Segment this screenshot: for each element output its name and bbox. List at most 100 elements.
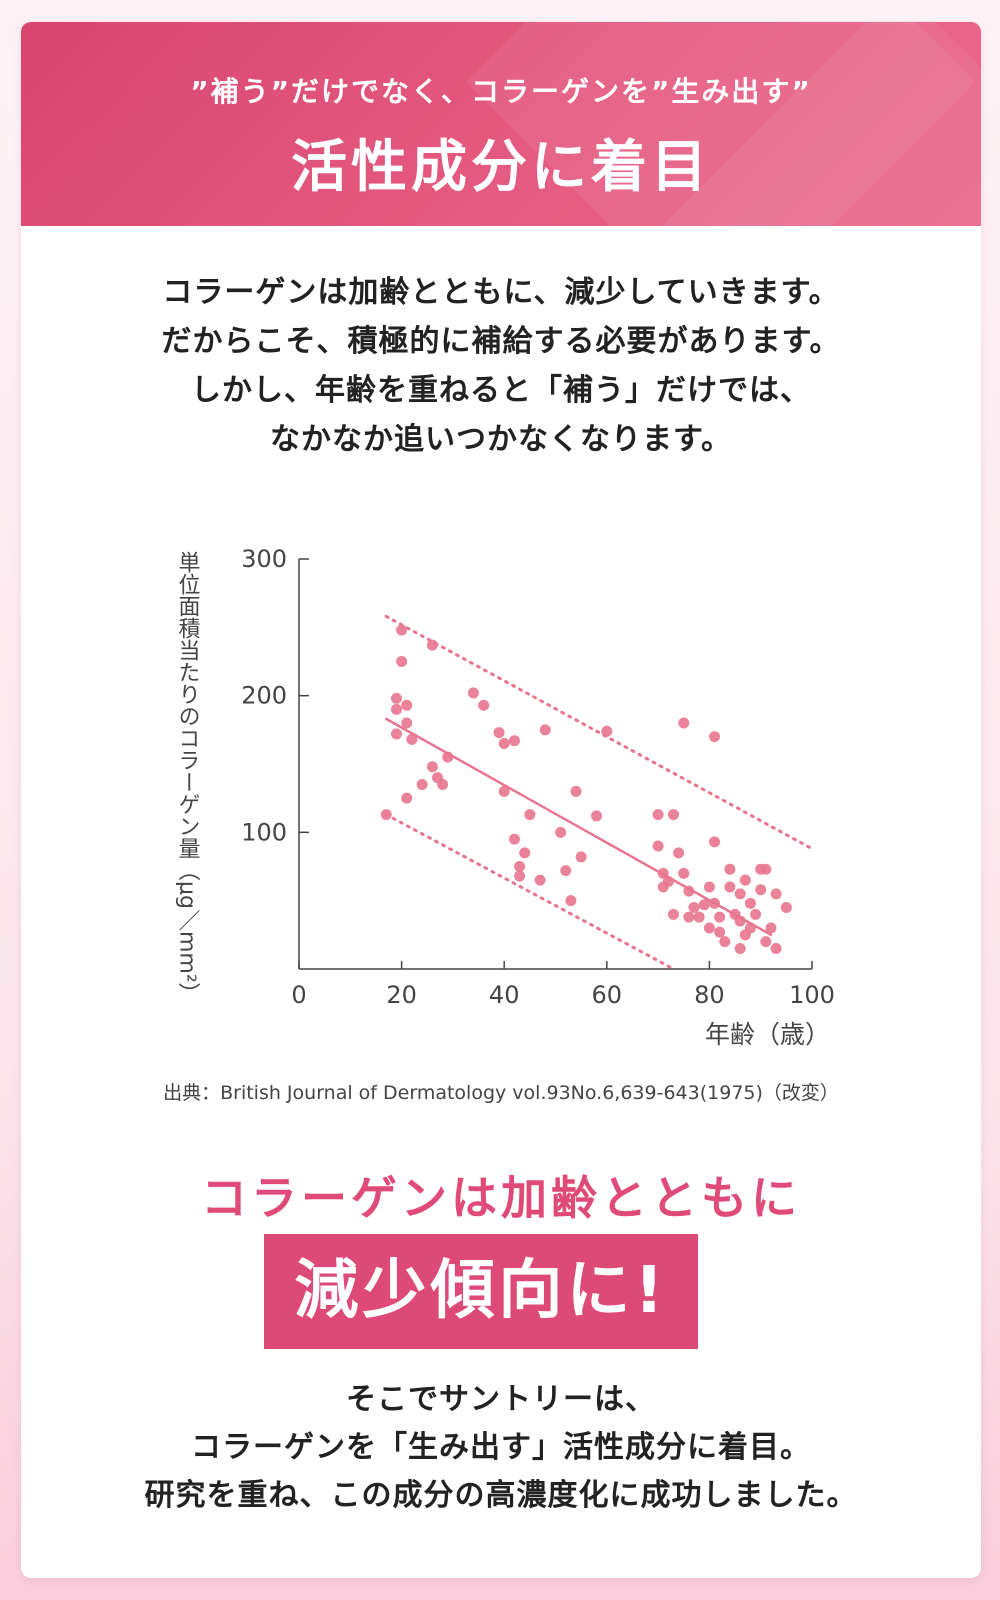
data-point xyxy=(601,725,613,737)
data-point xyxy=(770,943,782,954)
data-point xyxy=(693,911,705,923)
data-point xyxy=(401,792,413,804)
data-point xyxy=(396,656,408,667)
intro-line: なかなか追いつかなくなります。 xyxy=(270,422,732,457)
y-tick-label: 100 xyxy=(241,818,287,846)
data-point xyxy=(657,867,669,879)
content-card: ”補う”だけでなく、コラーゲンを”生み出す” 活性成分に着目 コラーゲンは加齢と… xyxy=(21,22,981,1578)
data-point xyxy=(709,897,721,909)
data-point xyxy=(678,867,690,879)
banner-subtitle: ”補う”だけでなく、コラーゲンを”生み出す” xyxy=(190,75,812,108)
data-point xyxy=(667,908,679,920)
data-point xyxy=(498,785,510,797)
data-point xyxy=(667,809,679,821)
data-point xyxy=(744,897,756,909)
data-point xyxy=(514,870,526,882)
data-point xyxy=(760,936,772,948)
intro-text: コラーゲンは加齢とともに、減少していきます。 だからこそ、積極的に補給する必要が… xyxy=(21,268,981,464)
data-point xyxy=(714,911,726,923)
data-point xyxy=(493,727,505,739)
data-point xyxy=(426,639,438,651)
y-tick-label: 300 xyxy=(241,545,287,573)
data-point xyxy=(524,809,536,821)
scatter-chart-svg: 0 20 40 60 80 100 100 200 300 年齢（歳） 単位面積当たりのコラーゲン量… xyxy=(175,545,835,1049)
x-tick-label: 0 xyxy=(291,981,306,1009)
data-point xyxy=(734,888,746,900)
data-point xyxy=(719,936,731,948)
x-axis-label: 年齢（歳） xyxy=(705,1020,830,1049)
data-point xyxy=(698,899,710,911)
data-point xyxy=(406,733,418,745)
chart-source: 出典：British Journal of Dermatology vol.93… xyxy=(163,1082,839,1104)
data-point xyxy=(652,809,664,821)
data-point xyxy=(703,881,715,893)
data-point xyxy=(426,761,438,773)
data-point xyxy=(683,911,695,923)
data-point xyxy=(734,915,746,927)
data-point xyxy=(683,885,695,897)
data-point xyxy=(437,779,449,790)
intro-line: だからこそ、積極的に補給する必要があります。 xyxy=(161,324,841,359)
y-axis-label: 単位面積当たりのコラーゲン量（μg／mm²） xyxy=(175,551,201,1005)
data-point xyxy=(534,874,546,886)
data-point xyxy=(755,884,767,896)
data-point xyxy=(709,836,721,848)
intro-line: コラーゲンは加齢とともに、減少していきます。 xyxy=(162,275,840,310)
data-point xyxy=(739,874,751,886)
data-point xyxy=(724,881,736,893)
data-point xyxy=(673,847,685,859)
data-point xyxy=(416,779,428,790)
headline: コラーゲンは加齢とともに xyxy=(201,1171,801,1225)
highlight-box: 減少傾向に! xyxy=(264,1234,698,1349)
collagen-age-chart: 0 20 40 60 80 100 100 200 300 年齢（歳） 単位面積当たりのコラーゲン量… xyxy=(21,532,981,1072)
data-point xyxy=(498,738,510,749)
data-point xyxy=(770,888,782,900)
data-point xyxy=(714,926,726,938)
data-point xyxy=(703,922,715,934)
x-tick-label: 20 xyxy=(386,981,417,1009)
banner-title: 活性成分に着目 xyxy=(291,135,711,200)
data-point xyxy=(401,699,413,711)
data-point xyxy=(760,863,772,875)
data-point xyxy=(765,922,777,934)
data-point xyxy=(390,692,402,704)
data-point xyxy=(514,861,526,872)
x-tick-label: 80 xyxy=(694,981,725,1009)
data-point xyxy=(560,865,572,877)
data-point xyxy=(709,731,721,743)
data-point xyxy=(570,785,582,797)
data-point xyxy=(467,687,479,699)
data-point xyxy=(662,876,674,888)
data-point xyxy=(396,624,408,636)
data-point xyxy=(591,810,603,822)
outro-text: そこでサントリーは、 コラーゲンを「生み出す」活性成分に着目。 研究を重ね、この… xyxy=(21,1376,981,1520)
data-point xyxy=(750,908,762,920)
data-point xyxy=(734,943,746,954)
outro-line: コラーゲンを「生み出す」活性成分に着目。 xyxy=(191,1430,811,1465)
x-tick-label: 60 xyxy=(592,981,623,1009)
data-point xyxy=(519,847,531,859)
data-point xyxy=(744,922,756,934)
data-point xyxy=(539,724,551,736)
outro-line: そこでサントリーは、 xyxy=(346,1382,656,1417)
y-tick-label: 200 xyxy=(241,682,287,710)
lower-bound-line xyxy=(384,813,675,971)
data-point xyxy=(688,902,700,913)
data-point xyxy=(508,735,520,747)
data-point xyxy=(724,863,736,875)
data-point xyxy=(780,902,792,913)
outro-line: 研究を重ね、この成分の高濃度化に成功しました。 xyxy=(144,1478,858,1513)
data-point xyxy=(442,751,454,763)
x-tick-label: 40 xyxy=(489,981,520,1009)
data-point xyxy=(390,703,402,715)
header-banner: ”補う”だけでなく、コラーゲンを”生み出す” 活性成分に着目 xyxy=(21,22,981,226)
data-point xyxy=(575,851,587,863)
data-point xyxy=(390,728,402,740)
data-point xyxy=(555,826,567,838)
data-point xyxy=(508,833,520,845)
data-point xyxy=(652,840,664,852)
data-point xyxy=(380,809,392,821)
data-point xyxy=(401,717,413,729)
intro-line: しかし、年齢を重ねると「補う」だけでは、 xyxy=(191,373,811,408)
upper-bound-line xyxy=(384,614,814,851)
